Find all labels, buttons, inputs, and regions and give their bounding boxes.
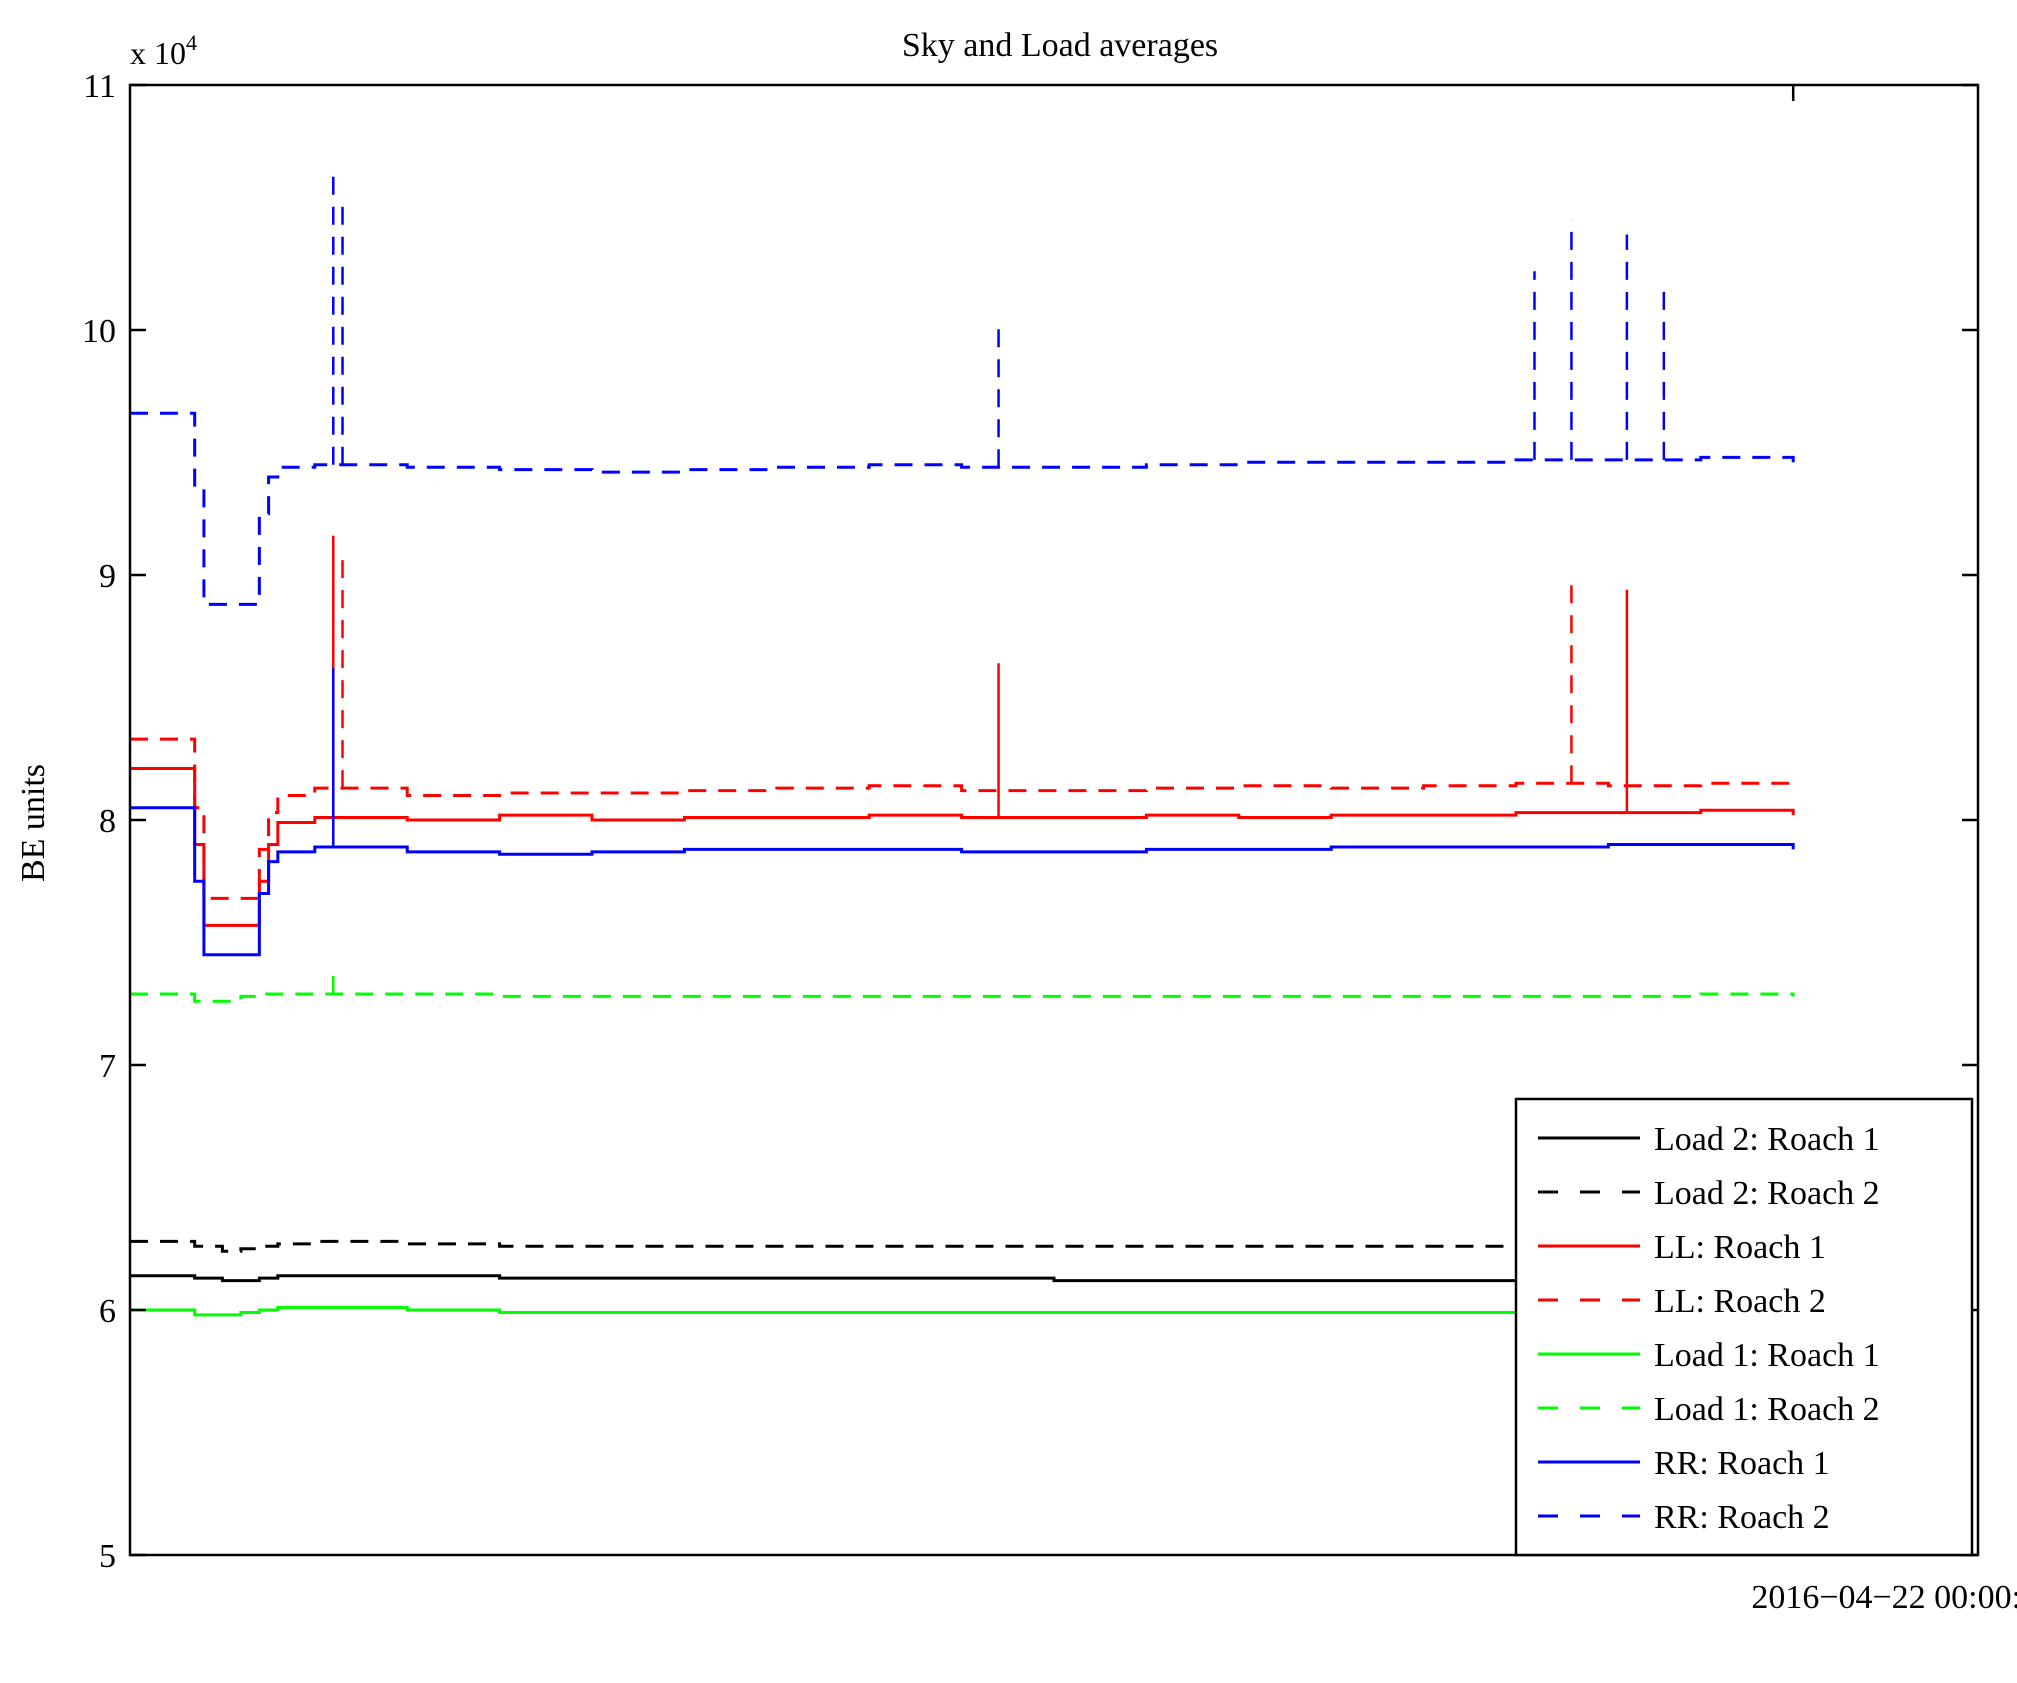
series-line-load-2-roach-2 — [130, 1239, 1794, 1253]
chart-title: Sky and Load averages — [902, 27, 1218, 64]
series-line-load-2-roach-1 — [130, 1274, 1794, 1283]
x-tick-label-0: 2016−04−22 00:00:00 — [1751, 1579, 2017, 1616]
y-tick-label-5: 10 — [82, 313, 116, 350]
y-tick-label-6: 11 — [83, 68, 116, 105]
legend-label-load-1-roach-1: Load 1: Roach 1 — [1654, 1337, 1880, 1374]
y-axis-scale-exponent: 4 — [186, 30, 197, 55]
y-tick-label-0: 5 — [99, 1538, 116, 1575]
legend: Load 2: Roach 1 Load 2: Roach 2 LL: Roach … — [1514, 1097, 1974, 1557]
y-axis-scale-base: x 10 — [130, 35, 186, 71]
legend-label-ll-roach-1: LL: Roach 1 — [1654, 1229, 1826, 1266]
legend-label-rr-roach-1: RR: Roach 1 — [1654, 1445, 1830, 1482]
legend-box — [1514, 1097, 1974, 1557]
y-axis-label: BE units — [15, 764, 52, 882]
y-tick-label-2: 7 — [99, 1048, 116, 1085]
y-tick-label-1: 6 — [99, 1293, 116, 1330]
legend-label-rr-roach-2: RR: Roach 2 — [1654, 1499, 1830, 1536]
series-line-ll-roach-2 — [130, 737, 1795, 900]
y-tick-label-3: 8 — [99, 803, 116, 840]
legend-label-load-2-roach-2: Load 2: Roach 2 — [1654, 1175, 1880, 1212]
y-tick-label-4: 9 — [99, 558, 116, 595]
series-line-load-1-roach-1 — [130, 1306, 1794, 1317]
series-line-rr-roach-1 — [130, 806, 1795, 957]
plot-area — [130, 168, 1795, 1317]
legend-label-ll-roach-2: LL: Roach 2 — [1654, 1283, 1826, 1320]
legend-label-load-1-roach-2: Load 1: Roach 2 — [1654, 1391, 1880, 1428]
series-line-rr-roach-2 — [130, 411, 1795, 606]
series-line-ll-roach-1 — [130, 767, 1795, 927]
series-line-load-1-roach-2 — [130, 992, 1795, 1003]
y-axis-scale-label: x 104 — [130, 30, 197, 71]
legend-label-load-2-roach-1: Load 2: Roach 1 — [1654, 1121, 1880, 1158]
